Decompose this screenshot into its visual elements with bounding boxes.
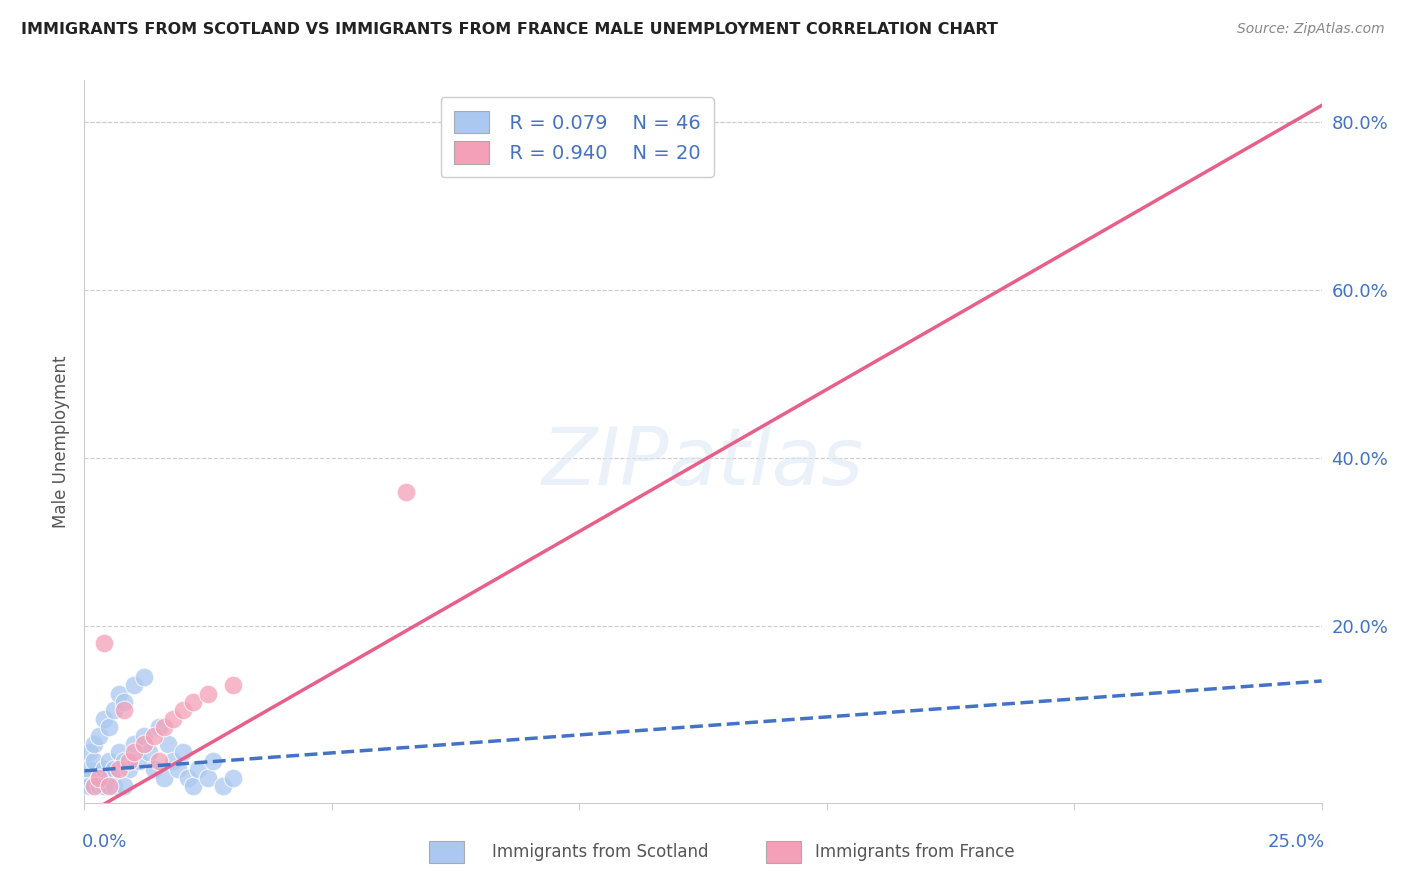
Point: [222, 678, 245, 692]
Point: [197, 687, 219, 701]
Point: [79, 779, 101, 793]
Point: [103, 762, 125, 776]
Point: [89, 779, 111, 793]
Text: Immigrants from France: Immigrants from France: [815, 843, 1015, 861]
Point: [177, 771, 200, 785]
Legend:   R = 0.079    N = 46,   R = 0.940    N = 20: R = 0.079 N = 46, R = 0.940 N = 20: [440, 97, 714, 178]
Point: [83, 754, 105, 768]
Point: [108, 762, 131, 776]
Point: [93, 762, 115, 776]
Point: [79, 745, 101, 759]
Point: [162, 712, 184, 726]
Point: [148, 720, 170, 734]
Point: [79, 771, 101, 785]
Point: [181, 779, 204, 793]
Point: [93, 636, 115, 650]
Point: [142, 762, 165, 776]
Point: [519, 157, 541, 171]
Point: [395, 485, 418, 500]
Point: [162, 754, 184, 768]
Point: [98, 779, 121, 793]
Point: [98, 754, 121, 768]
Point: [122, 737, 145, 751]
Point: [83, 737, 105, 751]
Point: [172, 703, 194, 717]
Point: [83, 779, 105, 793]
Point: [132, 737, 155, 751]
Point: [112, 754, 135, 768]
Point: [98, 720, 121, 734]
Point: [89, 771, 111, 785]
Point: [152, 771, 174, 785]
Point: [112, 703, 135, 717]
Point: [108, 687, 131, 701]
Text: Source: ZipAtlas.com: Source: ZipAtlas.com: [1237, 22, 1385, 37]
Point: [89, 729, 111, 743]
Point: [222, 771, 245, 785]
Point: [93, 712, 115, 726]
Point: [197, 771, 219, 785]
Point: [93, 779, 115, 793]
Point: [89, 771, 111, 785]
Point: [83, 779, 105, 793]
Point: [122, 678, 145, 692]
Point: [122, 745, 145, 759]
Text: Immigrants from Scotland: Immigrants from Scotland: [492, 843, 709, 861]
Point: [103, 703, 125, 717]
Point: [98, 771, 121, 785]
Point: [132, 729, 155, 743]
Point: [112, 779, 135, 793]
Point: [112, 695, 135, 709]
Point: [152, 720, 174, 734]
Point: [167, 762, 190, 776]
Point: [212, 779, 235, 793]
Point: [202, 754, 225, 768]
Point: [666, 115, 689, 129]
Point: [187, 762, 209, 776]
Point: [79, 762, 101, 776]
Text: IMMIGRANTS FROM SCOTLAND VS IMMIGRANTS FROM FRANCE MALE UNEMPLOYMENT CORRELATION: IMMIGRANTS FROM SCOTLAND VS IMMIGRANTS F…: [21, 22, 998, 37]
Point: [108, 745, 131, 759]
Y-axis label: Male Unemployment: Male Unemployment: [52, 355, 70, 528]
Point: [132, 670, 155, 684]
Point: [83, 779, 105, 793]
Point: [148, 754, 170, 768]
Point: [118, 754, 141, 768]
Point: [128, 754, 150, 768]
Text: 0.0%: 0.0%: [82, 833, 127, 851]
Text: ZIPatlas: ZIPatlas: [541, 425, 865, 502]
Point: [118, 762, 141, 776]
Point: [172, 745, 194, 759]
Point: [138, 745, 160, 759]
Point: [103, 779, 125, 793]
Point: [181, 695, 204, 709]
Text: 25.0%: 25.0%: [1267, 833, 1324, 851]
Point: [142, 729, 165, 743]
Point: [157, 737, 180, 751]
